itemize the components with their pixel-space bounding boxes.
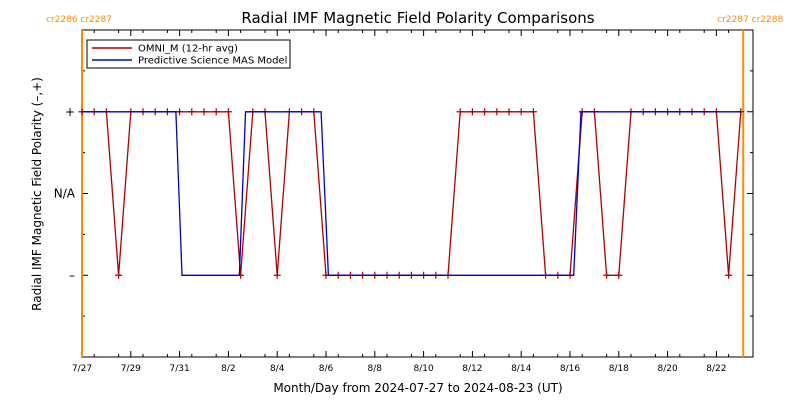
y-axis-ticks: + N/A –: [54, 70, 753, 317]
legend-label-mas: Predictive Science MAS Model: [138, 56, 287, 67]
legend-box: [86, 39, 291, 69]
x-tick-label: 8/20: [657, 364, 677, 374]
mas-series-line: [82, 111, 741, 276]
x-axis-label: Month/Day from 2024-07-27 to 2024-08-23 …: [273, 381, 562, 395]
rotation-label: cr2286 cr2287: [46, 15, 112, 25]
x-tick-label: 7/29: [121, 364, 141, 374]
x-tick-label: 8/8: [368, 364, 383, 374]
x-tick-label: 8/16: [560, 364, 580, 374]
omni-data-point: [200, 108, 208, 116]
x-tick-label: 8/10: [413, 364, 433, 374]
omni-data-point: [603, 271, 611, 279]
chart-title: Radial IMF Magnetic Field Polarity Compa…: [241, 9, 594, 27]
omni-data-point: [188, 108, 196, 116]
omni-data-point: [468, 108, 476, 116]
omni-data-point: [481, 108, 489, 116]
omni-data-point: [273, 271, 281, 279]
omni-data-point: [615, 271, 623, 279]
y-tick-label: N/A: [54, 187, 76, 201]
omni-data-point: [517, 108, 525, 116]
omni-data-point: [212, 108, 220, 116]
omni-data-point: [224, 108, 232, 116]
x-tick-label: 8/12: [462, 364, 482, 374]
plot-frame: [81, 29, 754, 358]
omni-data-point: [505, 108, 513, 116]
omni-data-point: [115, 271, 123, 279]
rotation-boundary-lines: [81, 30, 745, 357]
x-tick-label: 7/31: [169, 364, 189, 374]
omni-data-point: [176, 108, 184, 116]
legend-label-omni: OMNI_M (12-hr avg): [138, 44, 238, 55]
x-tick-label: 8/6: [319, 364, 334, 374]
legend: OMNI_M (12-hr avg) Predictive Science MA…: [86, 39, 291, 69]
x-tick-label: 8/22: [706, 364, 726, 374]
x-tick-label: 8/2: [221, 364, 235, 374]
x-axis-ticks: 7/27 7/29 7/31 8/2 8/4 8/6 8/8 8/10 8/12 8/14 8/16…: [72, 30, 730, 374]
carrington-rotation-labels: cr2286 cr2287 cr2287 cr2288: [46, 15, 784, 25]
x-tick-label: 8/14: [511, 364, 531, 374]
x-tick-label: 8/18: [609, 364, 629, 374]
y-tick-label: +: [65, 105, 75, 119]
rotation-label: cr2287 cr2288: [717, 15, 783, 25]
omni-data-point: [456, 108, 464, 116]
x-tick-label: 7/27: [72, 364, 92, 374]
omni-data-point: [529, 108, 537, 116]
y-axis-label: Radial IMF Magnetic Field Polarity (–,+): [30, 77, 44, 311]
omni-data-point: [725, 271, 733, 279]
omni-data-point: [493, 108, 501, 116]
y-tick-label: –: [69, 268, 75, 282]
series-layer: [78, 108, 745, 279]
x-tick-label: 8/4: [270, 364, 285, 374]
